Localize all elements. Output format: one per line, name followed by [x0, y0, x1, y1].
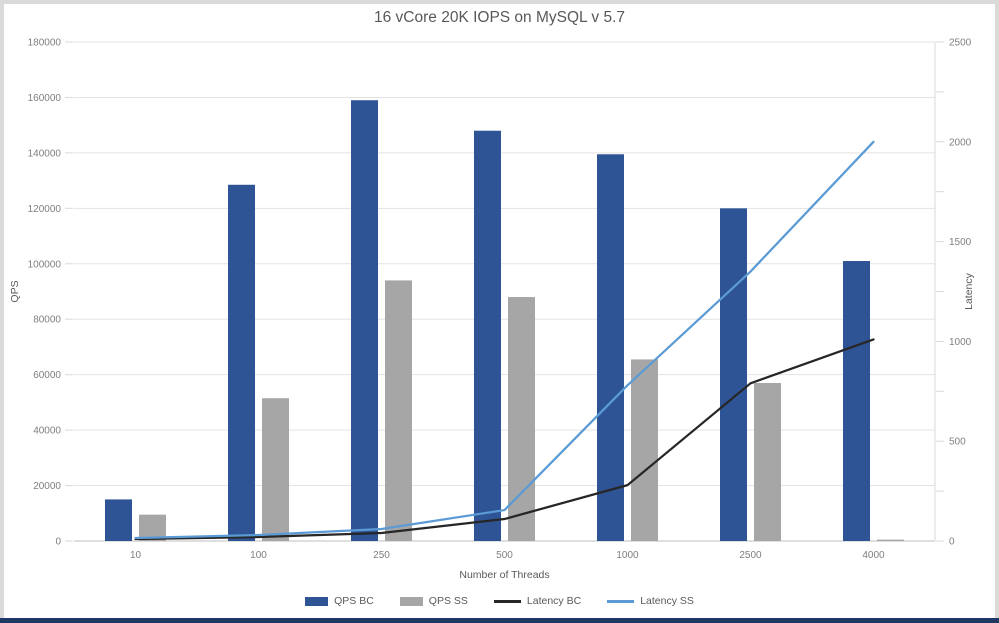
bar-qps-bc [105, 499, 132, 541]
x-axis-title: Number of Threads [459, 569, 549, 581]
bar-qps-ss [631, 359, 658, 541]
left-axis-tick-label: 60000 [33, 370, 61, 381]
legend-label-latency-ss: Latency SS [640, 595, 694, 607]
legend-item-latency-bc: Latency BC [493, 595, 582, 607]
frame-top-edge [0, 0, 999, 4]
left-axis-tick-label: 140000 [28, 148, 62, 159]
chart-title: 16 vCore 20K IOPS on MySQL v 5.7 [374, 9, 625, 26]
x-axis-tick-label: 10 [130, 550, 142, 561]
x-axis-tick-label: 1000 [616, 550, 639, 561]
x-axis-tick-label: 4000 [862, 550, 885, 561]
bar-qps-bc [351, 100, 378, 541]
bar-qps-ss [385, 280, 412, 541]
left-axis-title: QPS [9, 280, 21, 302]
x-axis-tick-label: 100 [250, 550, 267, 561]
line-latency-bc [134, 338, 875, 541]
left-axis-tick-label: 0 [55, 537, 61, 548]
legend-item-qps-ss: QPS SS [399, 595, 468, 607]
x-axis-tick-label: 2500 [739, 550, 762, 561]
legend-swatch-latency-bc [493, 599, 521, 603]
bar-qps-ss [508, 297, 535, 541]
frame-bottom-edge [0, 618, 999, 623]
left-axis-tick-label: 120000 [28, 204, 62, 215]
legend-swatch-latency-ss [607, 599, 635, 603]
legend-label-qps-bc: QPS BC [334, 595, 374, 607]
bar-qps-ss [877, 539, 904, 541]
bar-qps-bc [474, 130, 501, 541]
left-axis-tick-label: 100000 [28, 259, 62, 270]
right-axis-tick-label: 2500 [949, 38, 972, 49]
right-axis-tick-label: 0 [949, 537, 955, 548]
bar-qps-bc [597, 154, 624, 541]
right-axis-tick-label: 2000 [949, 137, 972, 148]
chart-legend: QPS BC QPS SS Latency BC Latency SS [0, 595, 999, 607]
bar-qps-ss [262, 398, 289, 541]
legend-swatch-qps-ss [399, 596, 423, 606]
right-axis-tick-label: 1500 [949, 237, 972, 248]
left-axis-tick-label: 180000 [28, 38, 62, 49]
left-axis-tick-label: 80000 [33, 315, 61, 326]
bar-qps-bc [228, 184, 255, 541]
x-axis-tick-label: 500 [496, 550, 513, 561]
x-axis-tick-label: 250 [373, 550, 390, 561]
frame-left-edge [0, 0, 4, 623]
legend-label-qps-ss: QPS SS [428, 595, 468, 607]
right-axis-tick-label: 1000 [949, 337, 972, 348]
right-axis-tick-label: 500 [949, 437, 966, 448]
line-latency-ss [134, 140, 875, 540]
legend-label-latency-bc: Latency BC [526, 595, 582, 607]
bar-qps-ss [754, 382, 781, 541]
bar-qps-bc [843, 261, 870, 541]
bar-qps-bc [720, 208, 747, 542]
left-axis-tick-label: 20000 [33, 481, 61, 492]
legend-item-latency-ss: Latency SS [607, 595, 694, 607]
legend-swatch-qps-bc [305, 596, 329, 606]
frame-right-edge [995, 0, 999, 623]
left-axis-tick-label: 40000 [33, 426, 61, 437]
left-axis-tick-label: 160000 [28, 93, 62, 104]
right-axis-title: Latency [963, 272, 975, 310]
legend-item-qps-bc: QPS BC [305, 595, 374, 607]
